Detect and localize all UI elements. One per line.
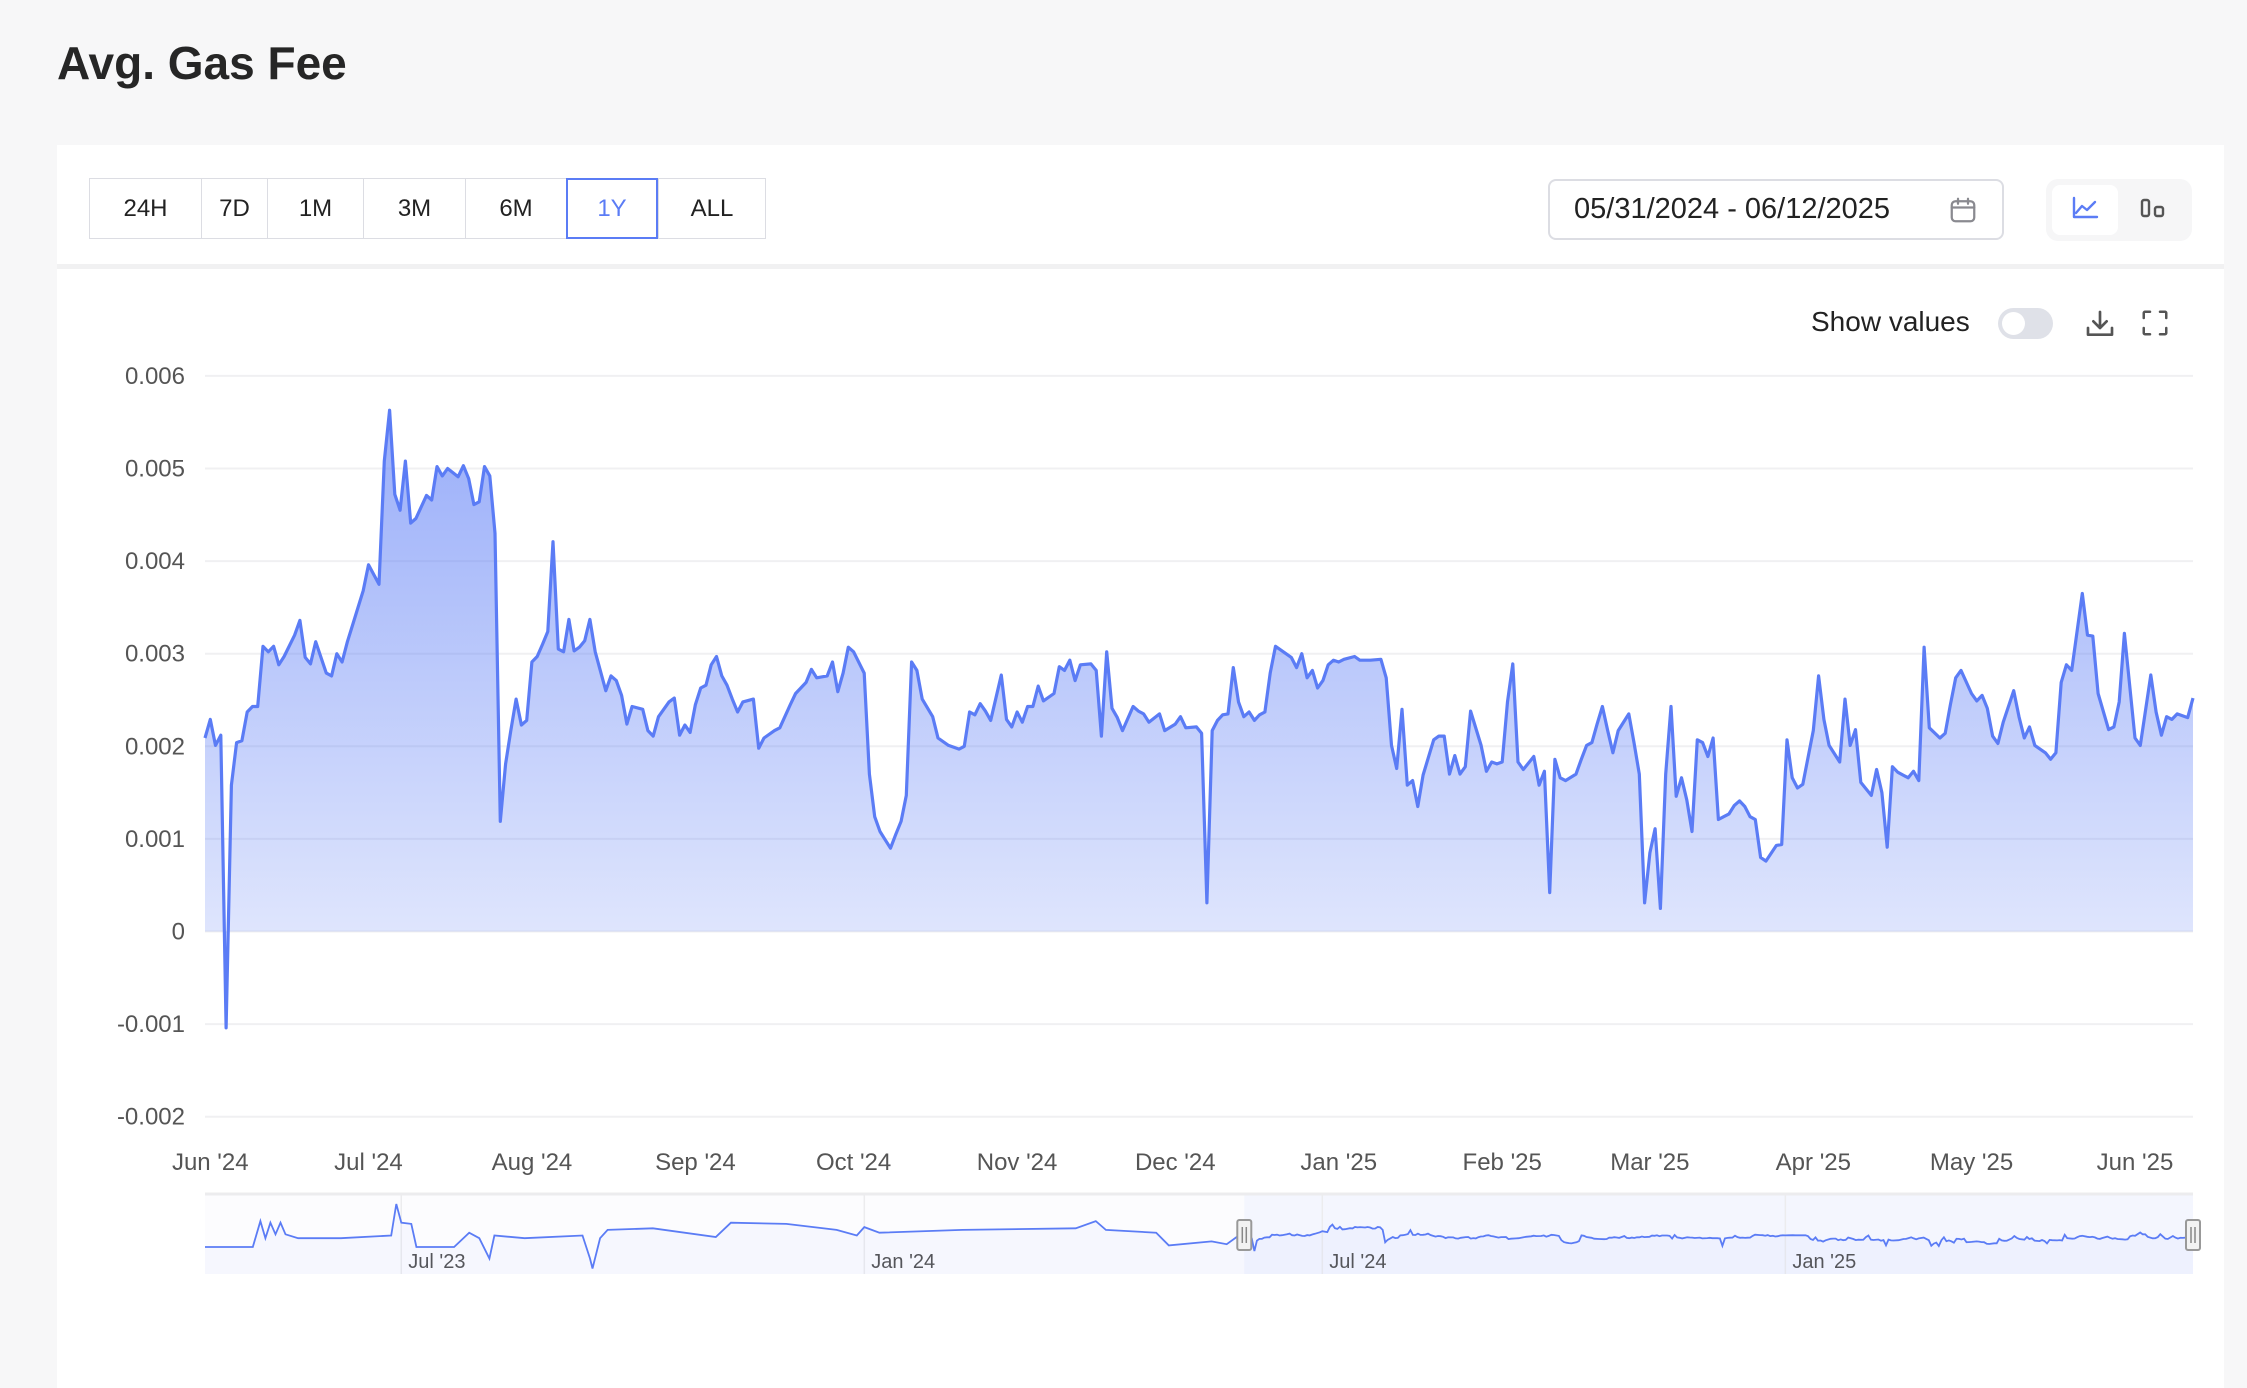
range-button-7d[interactable]: 7D bbox=[201, 178, 267, 239]
toggle-knob bbox=[2002, 312, 2025, 335]
date-range-value: 05/31/2024 - 06/12/2025 bbox=[1574, 193, 1891, 225]
range-button-6m[interactable]: 6M bbox=[465, 178, 566, 239]
line-chart-button[interactable] bbox=[2052, 185, 2118, 235]
time-range-selector: 24H 7D 1M 3M 6M 1Y ALL bbox=[89, 178, 766, 239]
fullscreen-icon[interactable] bbox=[2140, 308, 2170, 343]
bar-chart-button[interactable] bbox=[2120, 185, 2186, 235]
page-title: Avg. Gas Fee bbox=[57, 37, 347, 89]
range-button-1m[interactable]: 1M bbox=[267, 178, 363, 239]
range-button-3m[interactable]: 3M bbox=[363, 178, 465, 239]
show-values-toggle[interactable] bbox=[1998, 308, 2053, 339]
calendar-icon[interactable] bbox=[1948, 195, 1978, 233]
bar-chart-icon bbox=[2140, 197, 2166, 224]
date-range-picker[interactable]: 05/31/2024 - 06/12/2025 bbox=[1548, 179, 2004, 240]
show-values-label: Show values bbox=[1811, 306, 1970, 337]
line-chart-icon bbox=[2071, 196, 2099, 225]
range-button-1y[interactable]: 1Y bbox=[566, 178, 658, 239]
toolbar-divider bbox=[57, 264, 2224, 269]
download-icon[interactable] bbox=[2084, 308, 2116, 345]
range-button-24h[interactable]: 24H bbox=[89, 178, 201, 239]
range-button-all[interactable]: ALL bbox=[658, 178, 766, 239]
chart-type-switch bbox=[2046, 179, 2192, 241]
